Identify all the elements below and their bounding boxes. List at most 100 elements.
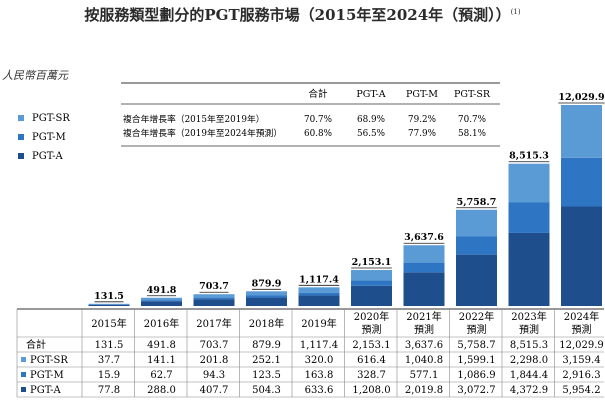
bar-segment [456,209,497,237]
table-row-label: PGT-M [30,370,64,381]
title-footnote: (1) [510,8,521,16]
bar-segment [456,254,497,306]
cagr-value: 56.5% [357,129,385,139]
cagr-header: PGT-A [356,89,385,100]
table-cell: 2,298.0 [510,355,548,366]
bar-segment [403,262,445,273]
bar-segment [508,163,550,203]
table-cell: 3,637.6 [405,340,443,351]
bar-segment [561,206,602,306]
bar-segment [508,202,550,233]
bar-segment [561,157,602,207]
table-cell: 15.9 [98,370,120,381]
total-label: 8,515.3 [509,151,549,162]
category-label: 預測 [467,323,487,336]
total-label: 1,117.4 [299,274,339,285]
table-row-swatch [21,357,26,362]
table-cell: 703.7 [200,340,229,351]
category-label: 2020年 [354,310,389,323]
table-row-label: 合計 [26,338,46,351]
table-cell: 94.3 [203,370,225,381]
table-cell: 616.4 [357,355,386,366]
total-label: 131.5 [94,291,124,302]
legend-swatch [18,153,24,159]
cagr-value: 79.2% [408,115,436,125]
table-cell: 633.6 [305,385,334,396]
table-cell: 1,117.4 [300,340,338,351]
table-cell: 8,515.3 [510,340,548,351]
category-label: 預測 [572,323,592,336]
cagr-value: 68.9% [357,115,385,125]
table-cell: 12,029.9 [559,340,604,351]
cagr-header: PGT-SR [454,89,491,100]
bar-segment [141,300,182,302]
table-cell: 328.7 [357,370,386,381]
legend-label: PGT-A [32,151,63,162]
bar-segment [246,291,287,296]
table-cell: 123.5 [252,370,281,381]
category-label: 2021年 [406,310,441,323]
cagr-row-label: 複合年增長率（2019年至2024年預測） [123,127,282,139]
bar-segment [193,297,235,300]
bar-segment [141,297,182,301]
table-cell: 1,599.1 [457,355,495,366]
cagr-value: 58.1% [458,129,486,139]
table-cell: 491.8 [147,340,176,351]
category-label: 預測 [414,323,434,336]
table-row-swatch [21,372,26,377]
bar-segment [561,105,602,158]
category-label: 預測 [519,323,539,336]
bar-segment [403,245,445,263]
table-cell: 577.1 [410,370,439,381]
table-cell: 1,844.4 [510,370,548,381]
bar-segment [88,304,130,306]
bar-segment [456,236,497,255]
category-label: 2024年 [564,310,599,323]
cagr-row-label: 複合年增長率（2015年至2019年） [123,113,265,125]
table-cell: 504.3 [252,385,281,396]
total-label: 3,637.6 [404,232,444,243]
table-cell: 1,086.9 [457,370,495,381]
table-row-swatch [21,387,26,392]
cagr-header: 合計 [308,88,328,100]
table-cell: 163.8 [305,370,334,381]
bar-segment [351,270,392,281]
bar-segment [298,292,340,296]
bar-segment [193,299,235,306]
table-cell: 1,208.0 [352,385,390,396]
chart-title: 按服務類型劃分的PGT服務市場（2015年至2024年（預測））(1) [84,6,521,24]
total-label: 491.8 [147,285,177,296]
bar-segment [351,285,392,306]
category-label: 2022年 [459,310,494,323]
bar-segment [298,287,340,293]
table-cell: 2,153.1 [352,340,390,351]
category-label: 預測 [362,323,382,336]
table-cell: 288.0 [147,385,176,396]
table-cell: 5,758.7 [457,340,495,351]
cagr-value: 77.9% [408,129,436,139]
bar-segment [508,232,550,306]
table-cell: 2,019.8 [405,385,443,396]
table-cell: 77.8 [98,385,120,396]
bar-segment [298,295,340,306]
cagr-header: PGT-M [406,89,438,100]
bar-segment [403,272,445,306]
table-cell: 62.7 [150,370,172,381]
total-label: 5,758.7 [457,197,497,208]
legend-swatch [18,115,24,121]
bar-segment [246,297,287,306]
table-cell: 37.7 [98,355,120,366]
table-cell: 5,954.2 [562,385,600,396]
total-label: 703.7 [199,281,229,292]
cagr-value: 60.8% [304,129,332,139]
category-label: 2015年 [91,317,126,330]
table-cell: 879.9 [252,340,281,351]
table-cell: 3,072.7 [457,385,495,396]
total-label: 879.9 [252,278,282,289]
table-cell: 141.1 [147,355,176,366]
legend-label: PGT-SR [32,113,70,124]
total-label: 12,029.9 [558,92,605,103]
category-label: 2018年 [249,317,284,330]
table-row-label: PGT-A [30,385,61,396]
